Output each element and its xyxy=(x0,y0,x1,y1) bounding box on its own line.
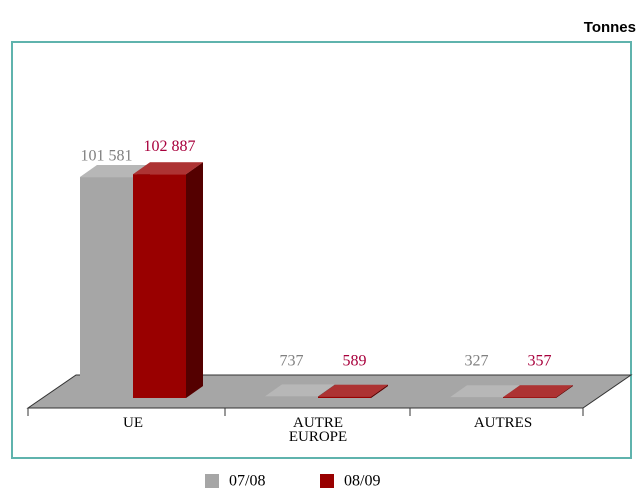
unit-label: Tonnes xyxy=(584,19,636,36)
bar xyxy=(265,396,318,398)
legend-swatch xyxy=(205,474,219,488)
value-label: 357 xyxy=(528,353,552,370)
bar-top-shade xyxy=(318,384,388,397)
x-tick-label: UE xyxy=(123,415,143,431)
bar xyxy=(133,162,203,398)
bar-side-shade xyxy=(371,384,388,398)
bar-top xyxy=(133,162,203,175)
bar-side xyxy=(186,162,203,398)
bar-top xyxy=(503,385,573,398)
bar-top xyxy=(450,385,520,398)
bar xyxy=(133,174,186,398)
bar xyxy=(318,396,371,398)
bar-top-shade xyxy=(265,384,335,397)
value-label: 327 xyxy=(465,353,489,370)
bar-side xyxy=(556,385,573,398)
frame xyxy=(11,41,632,459)
x-tick-label: AUTRE EUROPE xyxy=(288,415,348,445)
bar-top xyxy=(80,165,150,178)
bar xyxy=(80,177,133,398)
bar-side-shade xyxy=(186,162,203,398)
value-label: 101 581 xyxy=(81,148,133,165)
x-tick-label: AUTRES xyxy=(473,415,533,431)
bar-top-shade xyxy=(80,165,150,178)
bar xyxy=(318,384,388,398)
bar-side-shade xyxy=(556,385,573,398)
value-label: 589 xyxy=(343,353,367,370)
bar xyxy=(503,397,556,398)
bar xyxy=(503,385,573,398)
bar-top xyxy=(318,384,388,397)
bar-top-shade xyxy=(503,385,573,398)
value-label: 737 xyxy=(280,353,304,370)
legend-label: 08/09 xyxy=(344,473,380,490)
bar xyxy=(450,397,503,398)
value-label: 102 887 xyxy=(144,138,196,155)
legend-swatch xyxy=(320,474,334,488)
bar-side xyxy=(371,384,388,398)
bar-top-shade xyxy=(133,162,203,175)
legend-label: 07/08 xyxy=(229,473,265,490)
bar-top-shade xyxy=(450,385,520,398)
bar-top xyxy=(265,384,335,397)
